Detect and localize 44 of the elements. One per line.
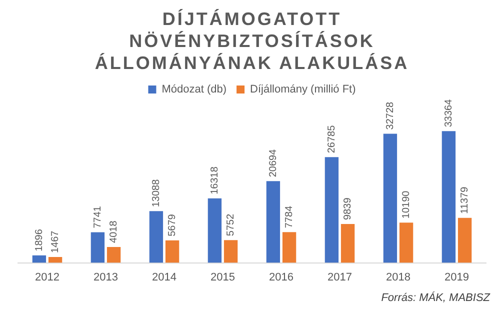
data-label: 1896 bbox=[34, 228, 45, 252]
data-label: 9839 bbox=[342, 197, 354, 220]
data-label: 7784 bbox=[284, 205, 296, 228]
chart-title: DÍJTÁMOGATOTT NÖVÉNYBIZTOSÍTÁSOK ÁLLOMÁNYÁNAK ALAKULÁSA bbox=[94, 8, 410, 74]
bar bbox=[90, 232, 105, 263]
data-label: 5679 bbox=[167, 214, 178, 236]
data-label: 11379 bbox=[460, 186, 471, 214]
bar bbox=[32, 255, 46, 263]
data-label: 13088 bbox=[150, 178, 162, 208]
bar bbox=[208, 198, 222, 263]
legend-label: Díjállomány (millió Ft) bbox=[250, 84, 356, 96]
legend-label: Módozat (db) bbox=[162, 84, 227, 96]
data-label: 20694 bbox=[268, 148, 279, 178]
bar bbox=[282, 232, 296, 263]
x-tick-label: 2018 bbox=[386, 271, 410, 284]
data-label: 7741 bbox=[92, 206, 104, 228]
x-tick-label: 2017 bbox=[328, 271, 352, 284]
x-tick-label: 2016 bbox=[269, 271, 294, 284]
bar bbox=[106, 246, 121, 263]
bar bbox=[458, 218, 472, 263]
data-label: 10190 bbox=[401, 190, 412, 219]
bar bbox=[324, 157, 339, 263]
bar bbox=[48, 257, 62, 263]
bar bbox=[442, 131, 456, 263]
x-tick-label: 2015 bbox=[210, 271, 235, 284]
x-tick-label: 2014 bbox=[152, 271, 176, 284]
bar bbox=[266, 181, 280, 263]
bar bbox=[340, 224, 355, 263]
data-label: 5752 bbox=[226, 213, 237, 236]
bar bbox=[149, 211, 164, 263]
data-label: 16318 bbox=[209, 166, 220, 194]
data-label: 33364 bbox=[443, 98, 454, 128]
x-tick-label: 2019 bbox=[444, 271, 469, 284]
text: Forrás: MÁK, MABISZ bbox=[380, 292, 492, 304]
data-label: 26785 bbox=[326, 124, 338, 154]
data-label: 1467 bbox=[50, 230, 62, 254]
bar bbox=[165, 240, 180, 263]
data-label: 32728 bbox=[384, 101, 396, 130]
bar bbox=[224, 240, 238, 263]
bar bbox=[399, 222, 414, 263]
data-label: 4018 bbox=[108, 220, 120, 243]
x-tick-label: 2013 bbox=[94, 271, 118, 284]
bar bbox=[383, 134, 398, 263]
x-tick-label: 2012 bbox=[35, 271, 60, 284]
